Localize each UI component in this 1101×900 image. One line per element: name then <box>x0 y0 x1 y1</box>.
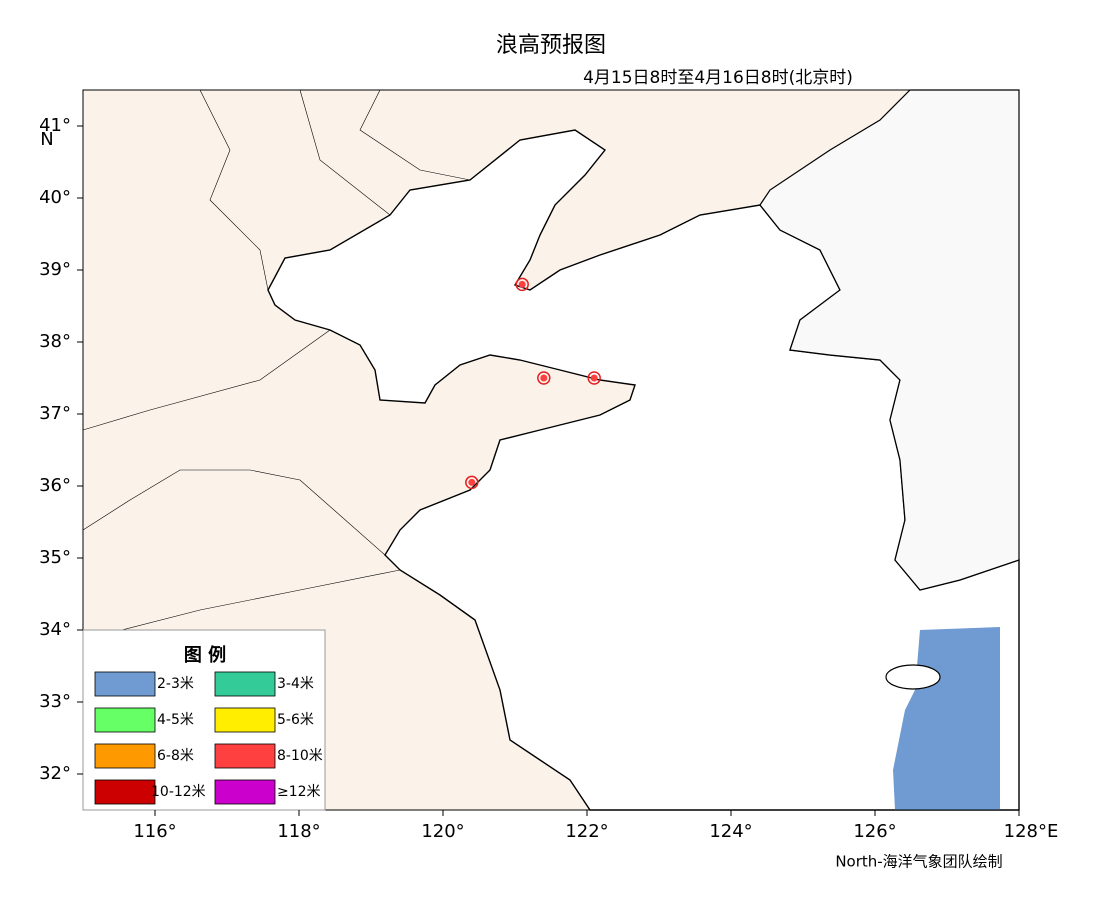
legend-swatch <box>214 707 276 733</box>
y-tick-label: 41° <box>39 115 71 136</box>
province-border <box>82 89 471 641</box>
x-tick-label: 118° <box>277 821 320 842</box>
station <box>465 475 479 490</box>
x-tick-label: 124° <box>709 821 752 842</box>
station-ring <box>537 371 551 385</box>
korea <box>759 89 1020 591</box>
x-tick-label: 128°E <box>1004 821 1059 842</box>
legend-swatch <box>94 743 156 769</box>
y-tick-label: 40° <box>39 187 71 208</box>
legend-label: 10-12米 <box>151 784 206 800</box>
station <box>515 277 529 292</box>
station-dot <box>468 478 476 486</box>
x-tick-label: 116° <box>133 821 176 842</box>
legend-label: ≥12米 <box>277 784 321 800</box>
map-frame <box>82 89 1020 811</box>
legend-swatch <box>214 671 276 697</box>
x-tick-label: 120° <box>421 821 464 842</box>
legend-label: 6-8米 <box>157 748 194 764</box>
legend-swatch <box>214 779 276 805</box>
map-title: 浪高预报图 <box>496 33 606 58</box>
y-tick-label: 35° <box>39 547 71 568</box>
station-ring <box>515 277 529 292</box>
x-tick-label: 122° <box>565 821 608 842</box>
legend-label: 5-6米 <box>277 712 314 728</box>
legend-swatch <box>214 743 276 769</box>
station-dot <box>540 374 548 382</box>
map-subtitle: 4月15日8时至4月16日8时(北京时) <box>583 68 853 88</box>
credit: North-海洋气象团队绘制 <box>835 853 1002 871</box>
y-tick-label: 33° <box>39 691 71 712</box>
station-ring <box>465 475 479 490</box>
legend-label: 3-4米 <box>277 676 314 692</box>
station-dot <box>590 374 598 382</box>
y-tick-label: 39° <box>39 259 71 280</box>
y-tick-label: 32° <box>39 763 71 784</box>
x-tick-label: 126° <box>853 821 896 842</box>
legend-swatch <box>94 779 156 805</box>
legend-swatch <box>94 671 156 697</box>
y-tick-label: 34° <box>39 619 71 640</box>
station <box>587 371 601 385</box>
station <box>537 371 551 385</box>
y-tick-label: 37° <box>39 403 71 424</box>
jeju-island <box>885 664 941 690</box>
legend: 图 例 2-3米 3-4米 4-5米 5-6米 6-8米 8-10米 10-12米 ≥12米 <box>82 629 326 811</box>
lat-unit: N <box>40 129 53 150</box>
legend-label: 4-5米 <box>157 712 194 728</box>
y-tick-label: 36° <box>39 475 71 496</box>
station-dot <box>518 280 526 288</box>
y-tick-label: 38° <box>39 331 71 352</box>
legend-label: 2-3米 <box>157 676 194 692</box>
legend-label: 8-10米 <box>277 748 323 764</box>
station-ring <box>587 371 601 385</box>
legend-swatch <box>94 707 156 733</box>
legend-title: 图 例 <box>184 644 226 666</box>
